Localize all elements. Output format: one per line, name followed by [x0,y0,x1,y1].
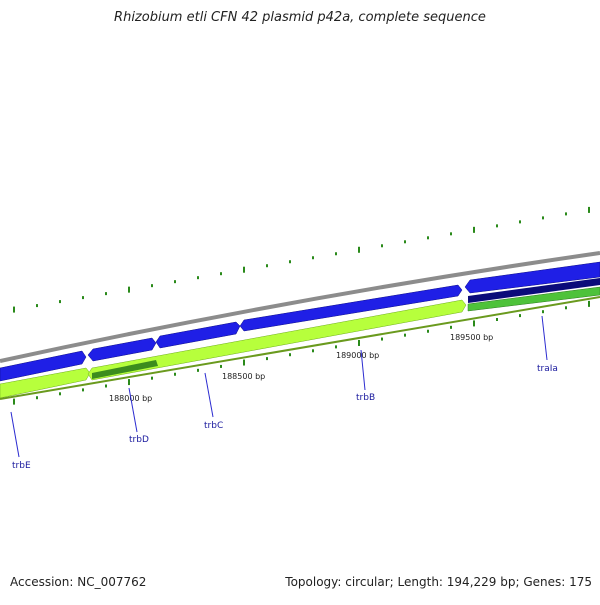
leader-trbC [204,372,214,418]
leader-traIa [541,315,548,361]
cds-bar-left[interactable] [0,367,91,399]
reverse-strand [0,286,600,400]
ruler-label-189500: 189500 bp [450,333,493,342]
gene-label-trbE[interactable]: trbE [12,461,31,471]
gene-label-traIa[interactable]: traIa [537,364,558,374]
cds-dark-trbD [92,360,158,379]
ruler-label-189000: 189000 bp [336,351,379,360]
outer-tick-row [13,206,590,313]
leader-trbD [128,387,138,433]
cds-arrow-trbD[interactable] [87,337,157,362]
forward-strand [0,261,600,382]
cds-dark-segment [468,278,600,303]
map-title: Rhizobium etli CFN 42 plasmid p42a, comp… [114,10,486,25]
gene-leaders [10,315,548,458]
leader-trbB [360,349,366,391]
cds-bar-middle[interactable] [87,299,467,381]
cds-arrow-traIa[interactable] [464,261,600,294]
gene-label-trbC[interactable]: trbC [204,421,223,431]
cds-arrow-trbC[interactable] [155,321,241,349]
backbone-line [0,251,600,363]
gene-label-trbD[interactable]: trbD [129,435,149,445]
reverse-edge-line [0,296,600,400]
inner-tick-row [13,300,590,405]
gene-labels: trbE trbD trbC trbB traIa [12,364,558,471]
cds-arrow-trbB[interactable] [239,284,463,332]
cds-arrow-trbE[interactable] [0,350,87,382]
ruler-label-188500: 188500 bp [222,372,265,381]
accession-text: Accession: NC_007762 [10,575,147,589]
leader-trbE [10,411,20,458]
gene-label-trbB[interactable]: trbB [356,393,375,403]
sequence-summary: Topology: circular; Length: 194,229 bp; … [285,575,592,589]
cds-bar-traIa[interactable] [467,286,600,312]
